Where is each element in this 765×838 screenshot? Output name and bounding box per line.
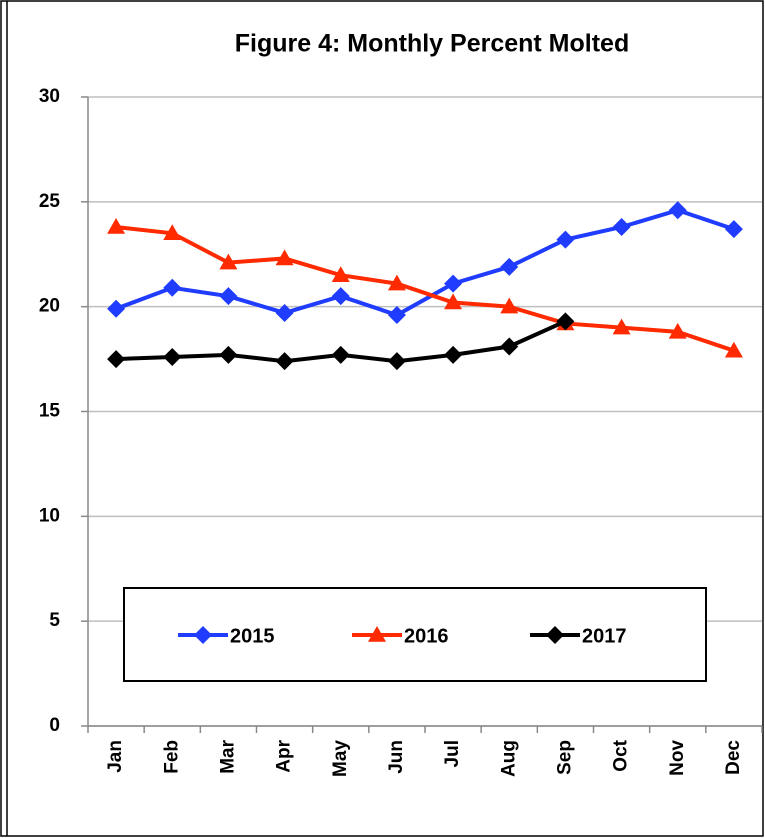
marker — [724, 220, 743, 239]
legend-label: 2016 — [404, 625, 449, 647]
marker — [500, 257, 519, 276]
x-tick-label: Apr — [274, 739, 295, 772]
marker — [107, 299, 126, 318]
x-tick-label: May — [330, 740, 351, 777]
grid: 0 5 10 15 20 25 30 Jan Feb Mar Apr May Jun Jul Aug Sep O… — [39, 86, 763, 777]
marker — [107, 350, 126, 369]
legend: 2015 2016 2017 — [178, 625, 627, 647]
plot — [107, 201, 743, 371]
marker — [612, 318, 631, 335]
y-tick-label: 15 — [39, 401, 61, 422]
x-tick-label: Feb — [161, 740, 182, 774]
marker — [724, 341, 743, 358]
marker — [275, 303, 294, 322]
marker — [219, 287, 238, 306]
marker — [368, 626, 386, 642]
x-tick-label: Nov — [667, 740, 688, 776]
marker — [331, 266, 350, 282]
x-tick-label: Jan — [105, 740, 126, 773]
marker — [331, 287, 350, 306]
marker — [163, 224, 182, 241]
x-tick-label: Mar — [217, 739, 238, 773]
y-tick-label: 20 — [39, 296, 60, 317]
series-line — [115, 208, 735, 318]
marker — [500, 297, 519, 314]
x-tick-label: Sep — [554, 740, 575, 775]
x-tick-label: Oct — [611, 739, 632, 771]
y-tick-label: 5 — [49, 610, 60, 631]
marker — [546, 626, 564, 644]
marker — [444, 345, 463, 364]
marker — [163, 278, 182, 297]
marker — [331, 345, 350, 364]
marker — [556, 312, 575, 331]
marker — [275, 352, 294, 371]
x-tick-label: Jun — [386, 740, 407, 774]
marker — [387, 306, 406, 325]
marker — [444, 274, 463, 293]
y-tick-label: 10 — [39, 505, 60, 526]
marker — [612, 217, 631, 236]
marker — [219, 345, 238, 364]
x-tick-label: Aug — [498, 740, 519, 777]
chart-title: Figure 4: Monthly Percent Molted — [235, 30, 629, 58]
marker — [163, 347, 182, 366]
marker — [500, 337, 519, 356]
marker — [194, 626, 212, 644]
x-tick-label: Jul — [442, 740, 463, 767]
marker — [107, 217, 126, 234]
marker — [387, 352, 406, 371]
marker — [668, 322, 687, 339]
series-line — [115, 225, 735, 353]
y-tick-label: 0 — [49, 715, 60, 736]
marker — [444, 293, 463, 310]
legend-label: 2015 — [230, 625, 275, 647]
marker — [275, 249, 294, 266]
y-tick-label: 30 — [39, 86, 60, 107]
y-tick-label: 25 — [39, 191, 61, 212]
x-tick-label: Dec — [723, 740, 744, 775]
marker — [219, 253, 238, 270]
marker — [668, 201, 687, 220]
marker — [556, 230, 575, 249]
legend-label: 2017 — [582, 625, 627, 647]
marker — [387, 274, 406, 291]
